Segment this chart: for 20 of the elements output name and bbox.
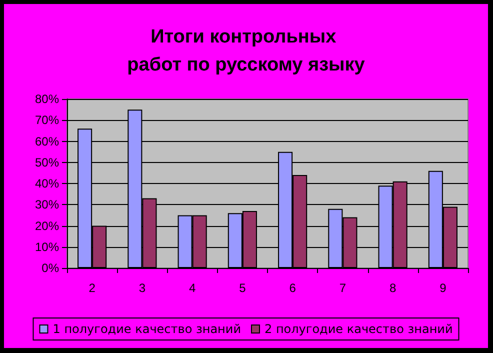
y-tick-label: 70% <box>34 113 60 128</box>
x-tick-label: 4 <box>188 281 196 295</box>
x-tick-label: 8 <box>389 281 396 295</box>
x-tick-label: 6 <box>289 281 296 295</box>
y-tick-label: 40% <box>34 176 60 190</box>
y-tick-label: 80% <box>34 92 60 106</box>
x-tick-label: 2 <box>88 281 96 295</box>
y-tick-label: 30% <box>34 198 60 212</box>
y-tick-label: 0% <box>42 261 60 275</box>
x-tick-label: 7 <box>339 281 346 295</box>
y-tick-label: 50% <box>34 155 60 170</box>
legend-label: 2 полугодие качество знаний <box>264 322 453 336</box>
y-tick-label: 20% <box>34 218 60 233</box>
chart-title: Итоги контрольных работ по русскому языку <box>127 26 366 76</box>
legend-label: 1 полугодие качество знаний <box>52 322 242 336</box>
x-tick-label: 3 <box>138 281 146 295</box>
y-tick-label: 60% <box>34 134 60 148</box>
x-tick-label: 9 <box>440 281 447 295</box>
y-tick-label: 10% <box>34 240 60 254</box>
x-tick-label: 5 <box>239 281 246 295</box>
